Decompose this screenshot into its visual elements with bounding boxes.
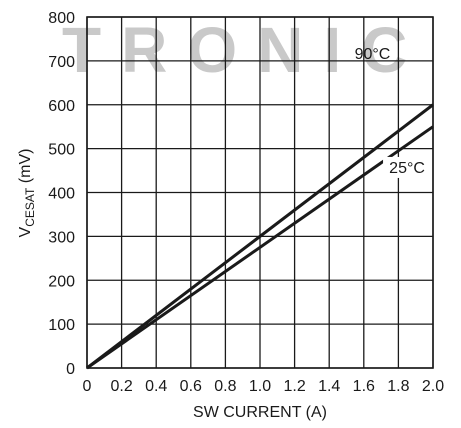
series-line [86, 125, 434, 370]
y-axis-title-sub: CESAT [23, 187, 37, 227]
series-line [86, 103, 434, 370]
x-tick-label: 1.0 [249, 378, 271, 395]
y-tick-labels: 0 100 200 300 400 500 600 700 800 [48, 10, 75, 378]
x-tick-label: 0.6 [180, 378, 202, 395]
y-axis-title-main: V [17, 226, 34, 237]
x-tick-label: 1.4 [318, 378, 340, 395]
x-tick-label: 1.6 [353, 378, 375, 395]
series-group: 90°C 25°C [86, 46, 434, 370]
series-label: 25°C [389, 160, 425, 177]
watermark-text: TRONIC [62, 14, 427, 86]
x-tick-label: 0.8 [214, 378, 236, 395]
x-tick-label: 0.2 [110, 378, 132, 395]
y-tick-label: 400 [48, 186, 75, 203]
y-tick-label: 100 [48, 317, 75, 334]
y-tick-label: 300 [48, 229, 75, 246]
y-tick-label: 700 [48, 54, 75, 71]
x-tick-label: 2.0 [422, 378, 444, 395]
x-tick-label: 0.4 [145, 378, 167, 395]
x-tick-labels: 0 0.2 0.4 0.6 0.8 1.0 1.2 1.4 1.6 1.8 2.0 [83, 378, 445, 395]
y-axis-title-unit: (mV) [17, 149, 34, 188]
x-tick-label: 1.8 [387, 378, 409, 395]
x-axis-title: SW CURRENT (A) [193, 404, 327, 421]
y-tick-label: 500 [48, 142, 75, 159]
series-label: 90°C [355, 46, 391, 63]
y-tick-label: 0 [66, 361, 75, 378]
y-tick-label: 200 [48, 273, 75, 290]
x-tick-label: 1.2 [283, 378, 305, 395]
plot-frame [86, 16, 434, 369]
x-tick-label: 0 [83, 378, 92, 395]
y-tick-label: 600 [48, 98, 75, 115]
y-axis-title: VCESAT (mV) [17, 149, 37, 238]
y-tick-label: 800 [48, 10, 75, 27]
series-label-bg [383, 156, 432, 178]
